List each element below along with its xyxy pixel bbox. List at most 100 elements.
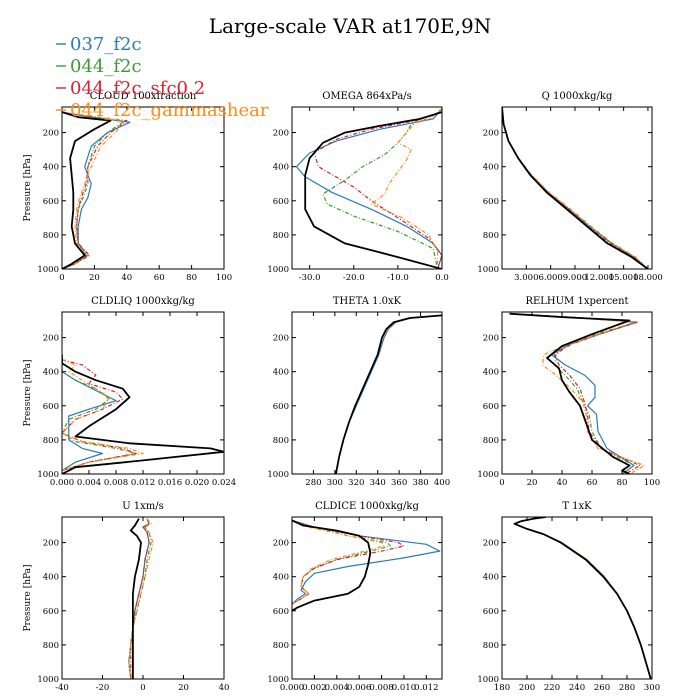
series-line-037_f2c — [502, 107, 649, 269]
panel-title: CLOUD 100xfraction — [90, 91, 197, 102]
y-axis-label: Pressure [hPa] — [23, 154, 33, 221]
x-tick-label: 60 — [587, 478, 598, 488]
panel-2: OMEGA 864xPa/s -30.0 -20.0 -10.0 0.0 200 400 60… — [267, 91, 448, 283]
axes-frame — [501, 516, 653, 680]
x-tick-label: 0.008 — [104, 478, 128, 488]
x-tick-label: 0.010 — [392, 683, 416, 693]
x-tick-label: 18.000 — [633, 273, 663, 283]
y-tick-label: 600 — [483, 402, 499, 412]
y-tick-label: 400 — [273, 368, 289, 378]
axes-frame — [291, 311, 443, 475]
panel-title: OMEGA 864xPa/s — [322, 91, 412, 102]
legend-label: 044_f2c_gammashear — [70, 100, 269, 121]
x-tick-label: 400 — [434, 478, 450, 488]
series-line-044_f2c_gammashear — [62, 111, 125, 269]
series-line-044_f2c_gammashear — [370, 108, 442, 269]
x-tick-label: 240 — [569, 683, 585, 693]
y-tick-label: 600 — [483, 607, 499, 617]
x-tick-label: 340 — [370, 478, 386, 488]
axes-frame — [291, 516, 443, 680]
x-tick-label: 0.008 — [369, 683, 393, 693]
x-tick-label: 0.020 — [185, 478, 209, 488]
x-tick-label: 380 — [412, 478, 428, 488]
y-tick-label: 200 — [483, 129, 499, 139]
panel-8: CLDICE 1000xkg/kg0.0000.0020.0040.0060.0… — [267, 501, 443, 693]
series-line-044_f2c_gammashear — [292, 519, 385, 605]
x-tick-label: 260 — [594, 683, 610, 693]
x-tick-label: 0.024 — [212, 478, 236, 488]
x-tick-label: -20 — [96, 683, 110, 693]
x-tick-label: 60 — [154, 273, 165, 283]
y-tick-label: 400 — [273, 163, 289, 173]
y-tick-label: 1000 — [477, 675, 499, 685]
panel-6: RELHUM 1xpercent 0 20 40 60 80 100 200 400 600 800… — [477, 296, 660, 488]
y-tick-label: 1000 — [267, 265, 289, 275]
series-line-044_f2c — [62, 111, 125, 269]
x-tick-label: 100 — [216, 273, 232, 283]
series-line-black — [509, 312, 631, 474]
series-line-044_f2c — [513, 517, 652, 679]
series-line-044_f2c_gammashear — [335, 314, 442, 474]
series-line-044_f2c_sfc0.2 — [502, 107, 649, 269]
axes-frame — [501, 106, 653, 270]
series-line-044_f2c — [509, 313, 638, 474]
y-tick-label: 400 — [43, 163, 59, 173]
series-group — [295, 108, 442, 269]
series-line-044_f2c — [335, 314, 442, 474]
series-line-044_f2c_gammashear — [62, 359, 144, 472]
series-line-black — [129, 518, 142, 679]
x-tick-label: 6.000 — [538, 273, 562, 283]
y-tick-label: 1000 — [37, 675, 59, 685]
axes-frame — [501, 311, 653, 475]
x-tick-label: 0 — [59, 273, 64, 283]
x-tick-label: 0.004 — [325, 683, 349, 693]
y-tick-label: 400 — [483, 163, 499, 173]
series-line-black — [304, 111, 442, 269]
legend-label: 037_f2c — [70, 34, 142, 55]
legend-label: 044_f2c_sfc0.2 — [70, 78, 205, 99]
panel-3: Q 1000xkg/kg3.000 6.000 9.00012.00015.0001… — [477, 91, 662, 283]
y-tick-label: 800 — [483, 641, 499, 651]
y-tick-label: 1000 — [37, 470, 59, 480]
series-line-044_f2c_gammashear — [513, 517, 652, 679]
panel-title: T 1xK — [562, 501, 592, 512]
panel-title: U 1xm/s — [122, 501, 164, 512]
x-tick-label: -20.0 — [343, 273, 365, 283]
x-tick-label: 280 — [305, 478, 321, 488]
y-tick-label: 200 — [273, 129, 289, 139]
series-line-044_f2c_gammashear — [128, 518, 154, 679]
y-tick-label: 200 — [483, 334, 499, 344]
y-tick-label: 200 — [273, 539, 289, 549]
y-tick-label: 600 — [483, 197, 499, 207]
y-tick-label: 800 — [273, 641, 289, 651]
x-tick-label: 0.006 — [347, 683, 371, 693]
panel-title: RELHUM 1xpercent — [525, 296, 628, 307]
series-line-black — [335, 314, 442, 474]
x-tick-label: 40 — [219, 683, 230, 693]
x-tick-label: 300 — [644, 683, 660, 693]
y-tick-label: 600 — [273, 197, 289, 207]
series-line-044_f2c_sfc0.2 — [62, 111, 128, 269]
panel-title: CLDICE 1000xkg/kg — [315, 501, 419, 512]
x-tick-label: 220 — [544, 683, 560, 693]
y-tick-label: 800 — [43, 231, 59, 241]
x-tick-label: 0 — [140, 683, 145, 693]
series-line-044_f2c_sfc0.2 — [130, 518, 150, 679]
x-tick-label: 20 — [527, 478, 538, 488]
panel-9: T 1xK 180 200 220 240 260 280 300 200 400 600 800 10… — [477, 501, 660, 693]
series-line-037_f2c — [295, 108, 442, 269]
y-tick-label: 200 — [43, 539, 59, 549]
panel-5: THETA 1.0xK 280 300 320 340 360 380 400 200 400 60… — [267, 296, 450, 488]
y-tick-label: 1000 — [267, 675, 289, 685]
x-tick-label: 80 — [617, 478, 628, 488]
main-title: Large-scale VAR at170E,9N — [209, 14, 491, 38]
series-line-037_f2c — [509, 313, 638, 474]
x-tick-label: 20 — [178, 683, 189, 693]
series-line-black — [62, 111, 112, 269]
series-line-black — [502, 107, 649, 269]
series-group — [128, 518, 154, 679]
x-tick-label: 300 — [327, 478, 343, 488]
series-group — [513, 517, 652, 679]
y-tick-label: 400 — [43, 573, 59, 583]
